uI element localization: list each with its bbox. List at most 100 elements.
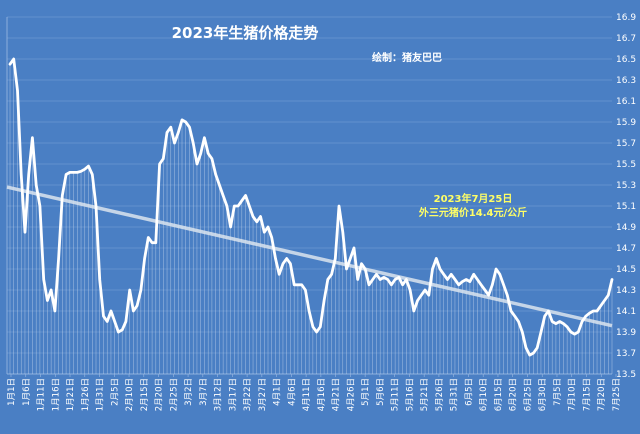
x-tick-label: 1月11日 [37,378,47,411]
y-tick-label: 14.5 [616,265,636,275]
data-point [106,320,109,323]
x-tick-label: 3月27日 [258,378,268,411]
data-point [158,163,161,165]
data-point [46,299,49,302]
data-point [240,199,243,202]
data-point [368,283,370,286]
chart-title: 2023年生猪价格走势 [172,24,319,42]
x-tick-label: 4月26日 [346,378,356,411]
data-point [532,352,535,354]
data-point [555,322,557,325]
x-tick-label: 6月10日 [479,378,489,411]
y-tick-label: 13.7 [616,349,636,359]
data-point [491,283,494,286]
data-point [592,310,595,312]
x-tick-label: 5月16日 [405,378,415,411]
data-point [356,278,359,281]
data-point [315,331,318,333]
data-point [225,205,228,207]
data-point [53,310,56,312]
data-point [379,278,382,281]
y-tick-label: 13.9 [616,328,636,338]
data-point [573,333,576,335]
x-tick-label: 6月5日 [464,378,474,406]
y-tick-label: 15.1 [616,202,636,212]
x-tick-label: 5月31日 [450,378,460,411]
data-point [188,126,191,129]
data-point [386,278,389,281]
data-point [300,283,303,286]
data-point [543,315,546,318]
data-point [282,262,284,265]
data-point [229,226,232,228]
data-point [611,278,613,281]
data-point [27,173,30,176]
data-point [169,126,172,129]
data-point [577,331,580,333]
trendline [6,185,613,328]
x-tick-label: 5月6日 [376,378,386,406]
data-point [596,310,598,312]
data-point [244,194,247,197]
data-point [607,294,610,297]
data-point [390,283,393,286]
data-point [566,325,569,328]
data-point [255,220,258,223]
data-point [222,194,225,197]
data-point [121,329,124,331]
data-point [326,278,329,281]
data-point [173,142,176,144]
x-tick-label: 2月20日 [155,378,165,411]
data-point [528,354,531,356]
y-tick-label: 14.7 [616,244,636,254]
data-point [297,283,299,286]
data-point [603,299,606,302]
data-point [510,310,512,312]
data-point [154,241,157,244]
data-point [214,173,217,176]
x-tick-label: 5月11日 [391,378,401,411]
data-point [95,205,97,207]
data-point [233,205,236,207]
x-tick-label: 2月25日 [169,378,179,411]
data-point [581,320,583,323]
data-point [323,299,325,302]
data-point [87,165,90,168]
data-point [364,268,367,270]
data-point [442,273,445,276]
data-point [184,121,187,123]
data-point [349,257,352,260]
data-point [513,315,516,318]
y-tick-label: 14.3 [616,286,636,296]
y-tick-label: 16.7 [616,34,636,44]
x-tick-label: 7月20日 [597,378,607,411]
x-tick-label: 6月30日 [538,378,548,411]
data-point [569,331,572,333]
x-tick-label: 2月5日 [110,378,120,406]
data-point [551,320,554,323]
data-point [267,226,269,228]
data-point [128,289,131,291]
data-point [397,276,400,279]
data-point [472,273,475,276]
data-point [495,268,497,270]
x-tick-label: 4月1日 [273,378,283,406]
data-point [394,278,397,281]
x-tick-label: 3月22日 [243,378,253,411]
data-point [20,173,23,176]
data-point [304,289,307,291]
data-point [136,304,139,307]
x-tick-label: 3月17日 [228,378,238,411]
data-point [416,299,419,302]
data-point [117,331,120,333]
data-point [177,131,180,134]
y-tick-label: 15.7 [616,139,636,149]
data-point [293,283,296,286]
data-point [192,142,195,144]
data-point [274,257,277,260]
x-tick-label: 1月1日 [7,378,17,406]
data-point [125,320,127,323]
data-point [465,278,468,281]
data-point [270,236,273,239]
